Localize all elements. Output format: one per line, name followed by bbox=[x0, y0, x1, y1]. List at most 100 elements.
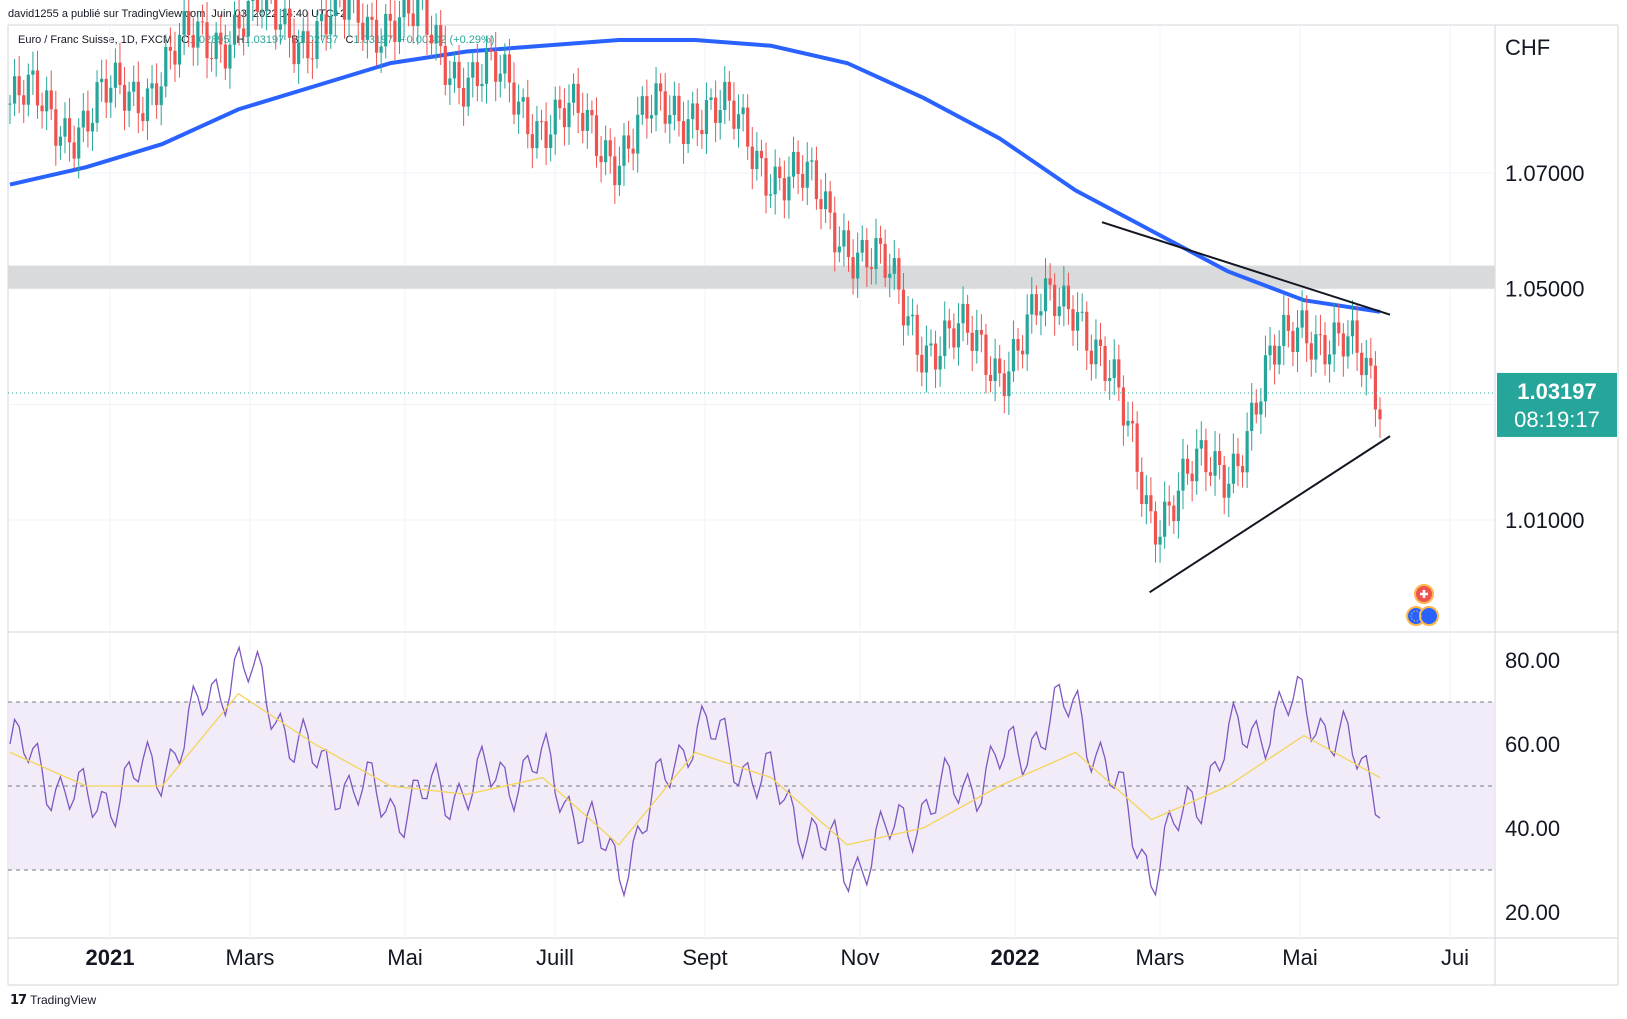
time-tick-label: Mars bbox=[226, 945, 275, 970]
candle-body bbox=[31, 70, 35, 75]
candle-body bbox=[975, 329, 979, 351]
candle-body bbox=[1016, 339, 1020, 351]
candle-body bbox=[604, 140, 608, 163]
candle-body bbox=[196, 21, 200, 48]
candle-body bbox=[649, 115, 654, 119]
candle-body bbox=[498, 73, 502, 82]
candle-body bbox=[228, 44, 232, 69]
candle-body bbox=[1291, 330, 1295, 352]
candle-body bbox=[814, 160, 819, 200]
time-tick-label: Mars bbox=[1136, 945, 1185, 970]
candle-body bbox=[640, 96, 644, 115]
candle-body bbox=[1378, 409, 1382, 420]
candle-body bbox=[168, 46, 172, 51]
candle-body bbox=[136, 81, 140, 114]
candle-body bbox=[993, 358, 997, 382]
trendline-resistance[interactable] bbox=[1101, 221, 1391, 316]
candle-body bbox=[1360, 352, 1364, 376]
candle-body bbox=[17, 76, 21, 96]
candle-body bbox=[636, 114, 640, 154]
candle-body bbox=[1332, 322, 1336, 355]
candle-body bbox=[1057, 306, 1061, 317]
candle-body bbox=[516, 101, 521, 115]
candle-body bbox=[205, 22, 209, 59]
candle-body bbox=[393, 20, 397, 43]
symbol-name: Euro / Franc Suisse, 1D, FXCM bbox=[18, 34, 173, 46]
candle-body bbox=[769, 194, 773, 196]
footer-brand: TradingView bbox=[30, 993, 97, 1007]
candle-body bbox=[1373, 365, 1378, 410]
candle-body bbox=[1071, 309, 1075, 331]
candle-body bbox=[72, 142, 76, 159]
candle-body bbox=[200, 21, 205, 23]
trendline-support[interactable] bbox=[1149, 435, 1391, 594]
candle-body bbox=[833, 212, 837, 253]
candle-body bbox=[810, 160, 814, 162]
candle-body bbox=[1053, 284, 1057, 317]
candle-body bbox=[874, 238, 878, 270]
rsi-tick-label: 20.00 bbox=[1505, 900, 1560, 925]
candle-body bbox=[1021, 350, 1025, 355]
candle-body bbox=[1350, 320, 1355, 337]
candle-body bbox=[104, 78, 108, 103]
candle-body bbox=[1135, 423, 1139, 472]
candle-body bbox=[484, 49, 489, 84]
candle-body bbox=[778, 166, 782, 179]
candle-body bbox=[1039, 311, 1043, 316]
candle-body bbox=[40, 105, 44, 112]
candle-body bbox=[494, 51, 498, 82]
candle-body bbox=[691, 103, 695, 120]
candle-body bbox=[1034, 294, 1038, 316]
candle-body bbox=[425, 0, 429, 35]
candle-body bbox=[333, 0, 337, 17]
time-tick-label: Sept bbox=[682, 945, 727, 970]
candle-body bbox=[654, 83, 658, 116]
candle-body bbox=[755, 150, 759, 170]
candle-body bbox=[1002, 373, 1006, 397]
candle-body bbox=[462, 87, 466, 107]
candle-body bbox=[906, 316, 910, 326]
candle-body bbox=[1273, 345, 1277, 365]
candle-body bbox=[1185, 458, 1190, 474]
candle-body bbox=[659, 83, 663, 92]
candle-body bbox=[1098, 339, 1103, 346]
candle-body bbox=[384, 13, 388, 47]
close-label: C bbox=[345, 34, 354, 46]
candle-body bbox=[947, 320, 951, 329]
currency-flags-icon[interactable] bbox=[1406, 584, 1439, 626]
candle-body bbox=[828, 191, 832, 213]
candle-body bbox=[938, 355, 942, 370]
candle-body bbox=[1218, 451, 1222, 465]
candle-body bbox=[966, 303, 970, 333]
candle-body bbox=[297, 42, 301, 65]
candle-body bbox=[416, 0, 420, 27]
currency-label: CHF bbox=[1505, 35, 1550, 60]
candle-body bbox=[1327, 354, 1332, 365]
candle-body bbox=[856, 252, 860, 279]
candle-body bbox=[567, 102, 571, 128]
candle-body bbox=[718, 110, 722, 123]
candle-body bbox=[1341, 333, 1345, 357]
candle-body bbox=[306, 31, 310, 59]
trendlines[interactable] bbox=[1101, 221, 1391, 594]
candle-body bbox=[22, 95, 26, 105]
tradingview-logo-icon: 𝟭𝟳 bbox=[10, 992, 27, 1007]
candle-body bbox=[1103, 345, 1107, 381]
candle-body bbox=[1163, 501, 1167, 537]
candle-body bbox=[388, 13, 392, 21]
candle-body bbox=[759, 150, 764, 159]
candle-body bbox=[617, 165, 621, 186]
candle-body bbox=[448, 78, 452, 85]
candle-body bbox=[342, 0, 347, 20]
candle-body bbox=[1282, 314, 1286, 346]
rsi-tick-label: 40.00 bbox=[1505, 816, 1560, 841]
candle-body bbox=[274, 0, 278, 30]
candle-body bbox=[471, 62, 475, 78]
resistance-zone bbox=[8, 265, 1495, 289]
candle-body bbox=[549, 134, 553, 148]
candle-body bbox=[58, 136, 63, 146]
candle-body bbox=[1222, 464, 1226, 498]
candle-body bbox=[663, 91, 667, 124]
price-tick-label: 1.05000 bbox=[1505, 277, 1585, 302]
